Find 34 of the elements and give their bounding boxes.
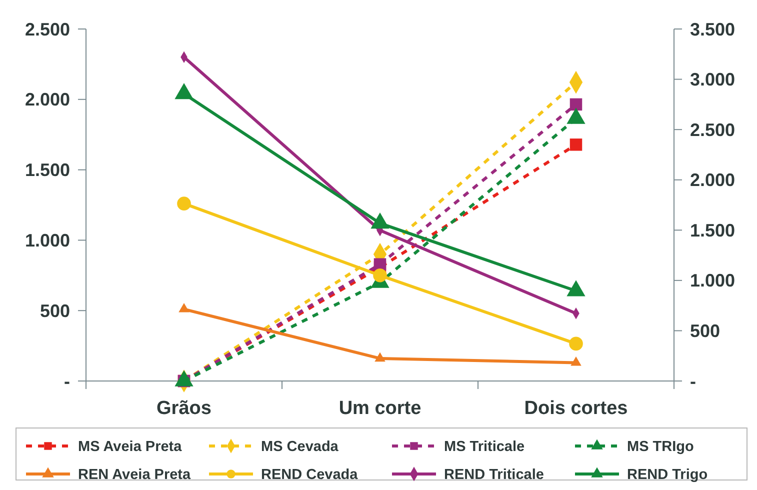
point bbox=[569, 336, 583, 351]
point bbox=[570, 138, 582, 151]
y-tick-label: 1.000 bbox=[24, 230, 70, 250]
y-tick-label: - bbox=[64, 371, 70, 392]
point bbox=[570, 356, 582, 366]
point bbox=[570, 98, 582, 111]
x-tick-label: Um corte bbox=[338, 398, 422, 419]
legend-label: REND Trigo bbox=[627, 467, 708, 484]
legend-label: REND Triticale bbox=[444, 467, 544, 484]
point bbox=[374, 258, 386, 270]
y2-tick-label: - bbox=[690, 371, 696, 392]
y2-tick-label: 1.000 bbox=[690, 270, 736, 291]
y-tick-label: 500 bbox=[40, 300, 70, 321]
legend-label: MS TRIgo bbox=[627, 439, 694, 456]
y2-tick-label: 500 bbox=[690, 321, 720, 342]
y-tick-label: 2.500 bbox=[24, 19, 70, 40]
legend-label: MS Cevada bbox=[261, 439, 340, 456]
y2-tick-label: 3.000 bbox=[690, 70, 736, 90]
y2-tick-label: 2.000 bbox=[690, 170, 736, 190]
y2-tick-label: 1.500 bbox=[690, 220, 736, 240]
y-tick-label: 2.000 bbox=[24, 90, 70, 110]
point bbox=[178, 302, 190, 312]
legend-label: REND Cevada bbox=[261, 467, 359, 484]
y2-tick-label: 2.500 bbox=[690, 120, 736, 140]
x-tick-label: Dois cortes bbox=[524, 398, 628, 419]
point bbox=[177, 196, 191, 210]
y-tick-label: 1.500 bbox=[24, 160, 70, 180]
point bbox=[374, 352, 386, 362]
point bbox=[373, 268, 387, 282]
legend-label: MS Triticale bbox=[444, 439, 525, 456]
x-tick-label: Grãos bbox=[156, 398, 212, 419]
legend-label: REN Aveia Preta bbox=[78, 467, 192, 484]
y2-tick-label: 3.500 bbox=[690, 19, 736, 40]
legend-label: MS Aveia Preta bbox=[78, 439, 183, 456]
